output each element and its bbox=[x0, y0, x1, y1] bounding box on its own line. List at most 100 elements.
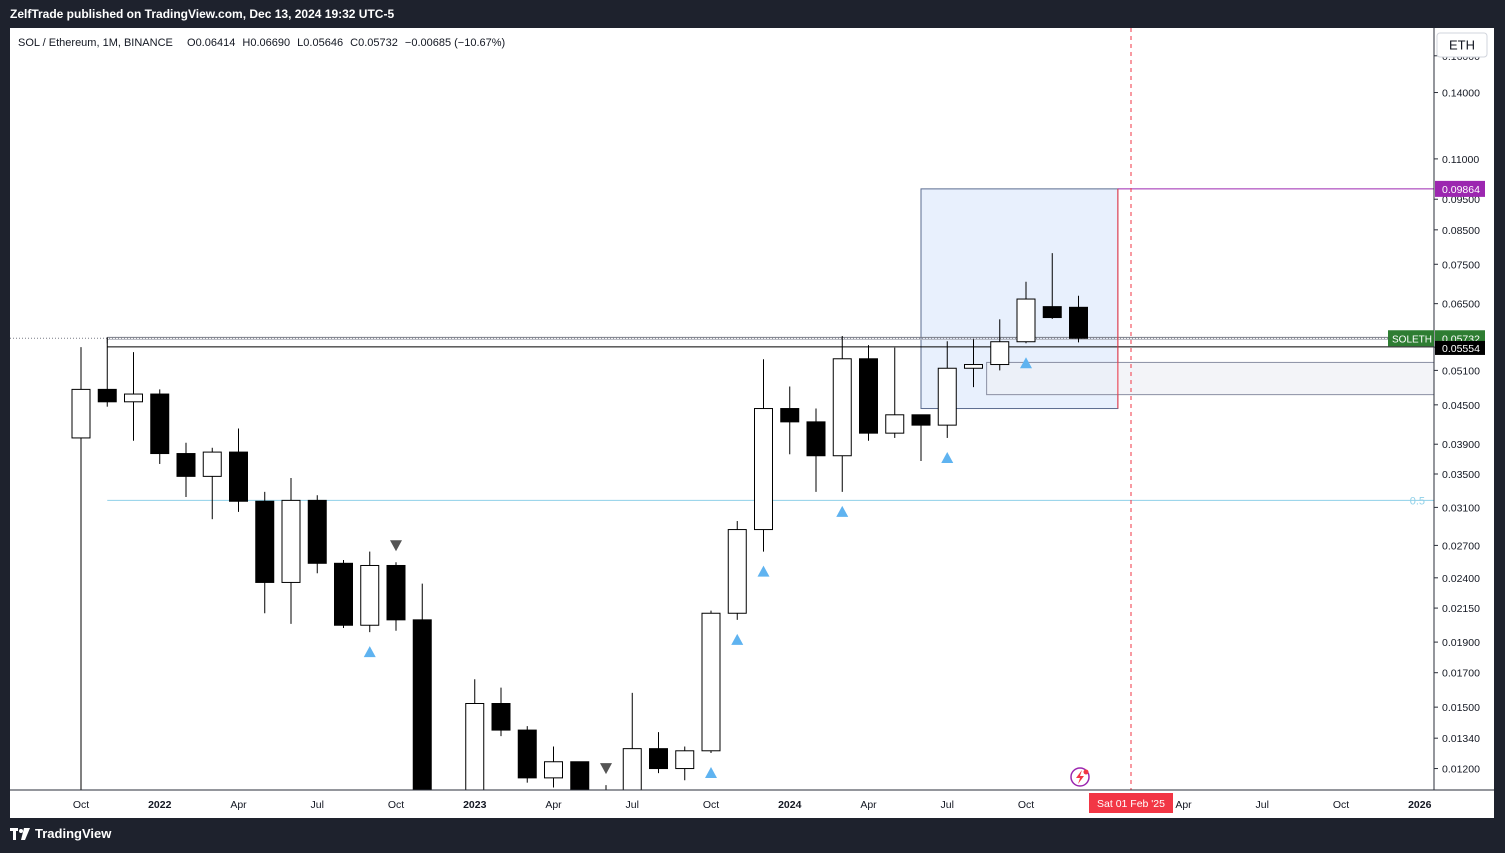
x-tick-label: Oct bbox=[1018, 799, 1034, 811]
y-tick-label: 0.02400 bbox=[1442, 573, 1480, 585]
candle-body-up bbox=[360, 564, 380, 626]
candle-body-up bbox=[964, 364, 983, 369]
candle-body-down bbox=[911, 414, 931, 426]
candle[interactable] bbox=[911, 414, 931, 461]
candle[interactable] bbox=[885, 347, 905, 438]
x-tick-label: 2022 bbox=[148, 799, 172, 811]
cursor-date-label: Sat 01 Feb '25 bbox=[1097, 798, 1165, 810]
y-tick-label: 0.01340 bbox=[1442, 733, 1480, 745]
candle[interactable] bbox=[727, 521, 747, 620]
candle[interactable] bbox=[649, 732, 668, 774]
candle[interactable] bbox=[937, 341, 957, 438]
y-tick-label: 0.06500 bbox=[1442, 299, 1480, 311]
candle[interactable] bbox=[780, 386, 800, 455]
candle[interactable] bbox=[1042, 253, 1062, 319]
legend-open-label: O bbox=[187, 37, 196, 49]
y-tick-label: 0.07500 bbox=[1442, 259, 1480, 271]
candle-body-down bbox=[517, 729, 537, 779]
candle-body-down bbox=[150, 393, 170, 455]
candle[interactable] bbox=[754, 359, 773, 552]
candle-body-up bbox=[990, 341, 1010, 366]
x-tick-label: 2023 bbox=[463, 799, 487, 811]
x-tick-label: Apr bbox=[860, 799, 877, 811]
tradingview-logo-icon bbox=[10, 827, 30, 840]
candle[interactable] bbox=[859, 345, 878, 441]
candle-body-up bbox=[71, 388, 91, 439]
candle[interactable] bbox=[386, 562, 406, 631]
price-axis: 0.160000.140000.110000.095000.085000.075… bbox=[1433, 28, 1494, 818]
signal-up-icon[interactable] bbox=[941, 451, 954, 463]
x-tick-label: Oct bbox=[703, 799, 719, 811]
currency-button[interactable]: ETH bbox=[1436, 32, 1488, 58]
y-tick-label: 0.04500 bbox=[1442, 400, 1480, 412]
candle[interactable] bbox=[465, 679, 485, 799]
signal-down-icon[interactable] bbox=[600, 763, 612, 775]
signal-up-icon[interactable] bbox=[836, 505, 849, 517]
legend-close-value: 0.05732 bbox=[358, 37, 398, 49]
candle-body-up bbox=[937, 367, 957, 426]
candle-body-up bbox=[281, 499, 301, 583]
candle[interactable] bbox=[281, 477, 301, 624]
candle[interactable] bbox=[255, 491, 275, 614]
candle[interactable] bbox=[570, 761, 590, 799]
lightning-icon[interactable] bbox=[1070, 767, 1090, 787]
legend-high-label: H bbox=[242, 37, 250, 49]
candle[interactable] bbox=[334, 560, 353, 628]
candlestick-chart[interactable]: 0.5 SOL / Ethereum, 1M, BINANCE O0.06414… bbox=[10, 28, 1494, 818]
x-tick-label: 2024 bbox=[778, 799, 802, 811]
signal-up-icon[interactable] bbox=[757, 565, 770, 577]
candle[interactable] bbox=[150, 389, 170, 464]
signal-up-icon[interactable] bbox=[731, 633, 744, 645]
x-tick-label: Jul bbox=[1256, 799, 1269, 811]
candle[interactable] bbox=[806, 408, 826, 492]
candle[interactable] bbox=[544, 746, 563, 788]
candle[interactable] bbox=[491, 687, 511, 737]
candle[interactable] bbox=[360, 551, 380, 633]
candle[interactable] bbox=[964, 339, 983, 388]
candle[interactable] bbox=[202, 447, 222, 520]
cursor-date-badge bbox=[1089, 793, 1173, 813]
candle-body-up bbox=[832, 358, 852, 457]
candle[interactable] bbox=[1016, 281, 1036, 344]
candle[interactable] bbox=[675, 746, 695, 781]
legend-open-value: 0.06414 bbox=[196, 37, 236, 49]
signal-up-icon[interactable] bbox=[705, 766, 717, 778]
candle[interactable] bbox=[307, 495, 327, 574]
candle-body-up bbox=[465, 703, 485, 799]
candle[interactable] bbox=[517, 726, 537, 783]
legend-low-label: L bbox=[297, 37, 303, 49]
candle-body-down bbox=[334, 562, 353, 626]
signal-up-icon[interactable] bbox=[363, 646, 376, 658]
signal-up-icon[interactable] bbox=[1020, 357, 1032, 369]
candle[interactable] bbox=[412, 583, 432, 799]
legend-close-label: C bbox=[350, 37, 358, 49]
y-tick-label: 0.05100 bbox=[1442, 365, 1480, 377]
candle[interactable] bbox=[229, 428, 248, 512]
candle[interactable] bbox=[176, 442, 196, 497]
candle[interactable] bbox=[71, 347, 91, 806]
inner-zone-box[interactable] bbox=[986, 361, 1435, 396]
legend-high-value: 0.06690 bbox=[250, 37, 290, 49]
candle[interactable] bbox=[832, 335, 852, 492]
candle-body-down bbox=[386, 564, 406, 621]
chart-area[interactable]: 0.5 SOL / Ethereum, 1M, BINANCE O0.06414… bbox=[10, 28, 1494, 818]
candle[interactable] bbox=[701, 610, 721, 753]
candle-body-down bbox=[780, 408, 800, 423]
chart-legend: SOL / Ethereum, 1M, BINANCE O0.06414 H0.… bbox=[18, 37, 505, 49]
candle[interactable] bbox=[990, 319, 1010, 371]
candle[interactable] bbox=[1069, 295, 1088, 343]
candle[interactable] bbox=[622, 692, 642, 799]
y-tick-label: 0.02700 bbox=[1442, 540, 1480, 552]
candle-body-down bbox=[806, 421, 826, 457]
y-tick-label: 0.01200 bbox=[1442, 764, 1480, 776]
y-tick-label: 0.03500 bbox=[1442, 469, 1480, 481]
time-axis-bg bbox=[10, 790, 1494, 818]
x-tick-label: Apr bbox=[230, 799, 247, 811]
candle[interactable] bbox=[97, 337, 117, 407]
candle[interactable] bbox=[124, 352, 143, 441]
y-tick-label: 0.01900 bbox=[1442, 637, 1480, 649]
y-tick-label: 0.02150 bbox=[1442, 603, 1480, 615]
candle-body-down bbox=[176, 453, 196, 477]
candle-body-down bbox=[1042, 306, 1062, 319]
signal-down-icon[interactable] bbox=[390, 540, 402, 552]
